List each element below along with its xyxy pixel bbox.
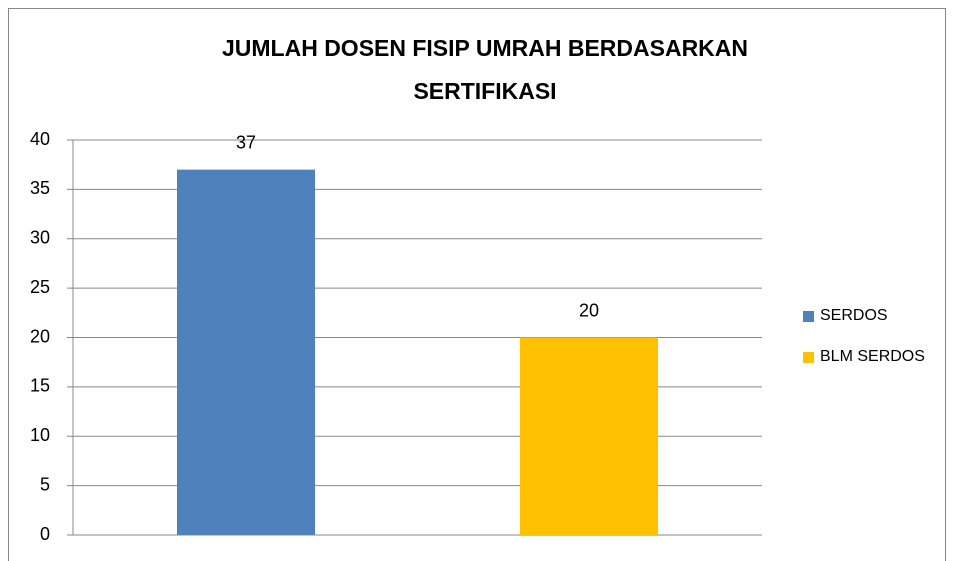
data-label: 20 — [579, 300, 599, 320]
bar — [520, 337, 658, 535]
y-tick-label: 25 — [30, 277, 50, 297]
y-tick-label: 40 — [30, 129, 50, 149]
y-tick-label: 30 — [30, 228, 50, 248]
bar — [177, 169, 315, 535]
chart-title: SERTIFIKASI — [413, 78, 556, 104]
legend-swatch — [803, 352, 814, 363]
y-tick-label: 5 — [40, 474, 50, 494]
y-tick-label: 0 — [40, 524, 50, 544]
data-label: 37 — [236, 132, 256, 152]
y-tick-label: 35 — [30, 178, 50, 198]
chart-title: JUMLAH DOSEN FISIP UMRAH BERDASARKAN — [222, 35, 748, 61]
y-tick-label: 10 — [30, 425, 50, 445]
legend-label: BLM SERDOS — [820, 348, 925, 365]
chart-border — [8, 8, 946, 561]
y-tick-label: 20 — [30, 326, 50, 346]
legend-label: SERDOS — [820, 307, 888, 324]
legend-swatch — [803, 311, 814, 322]
y-tick-label: 15 — [30, 376, 50, 396]
